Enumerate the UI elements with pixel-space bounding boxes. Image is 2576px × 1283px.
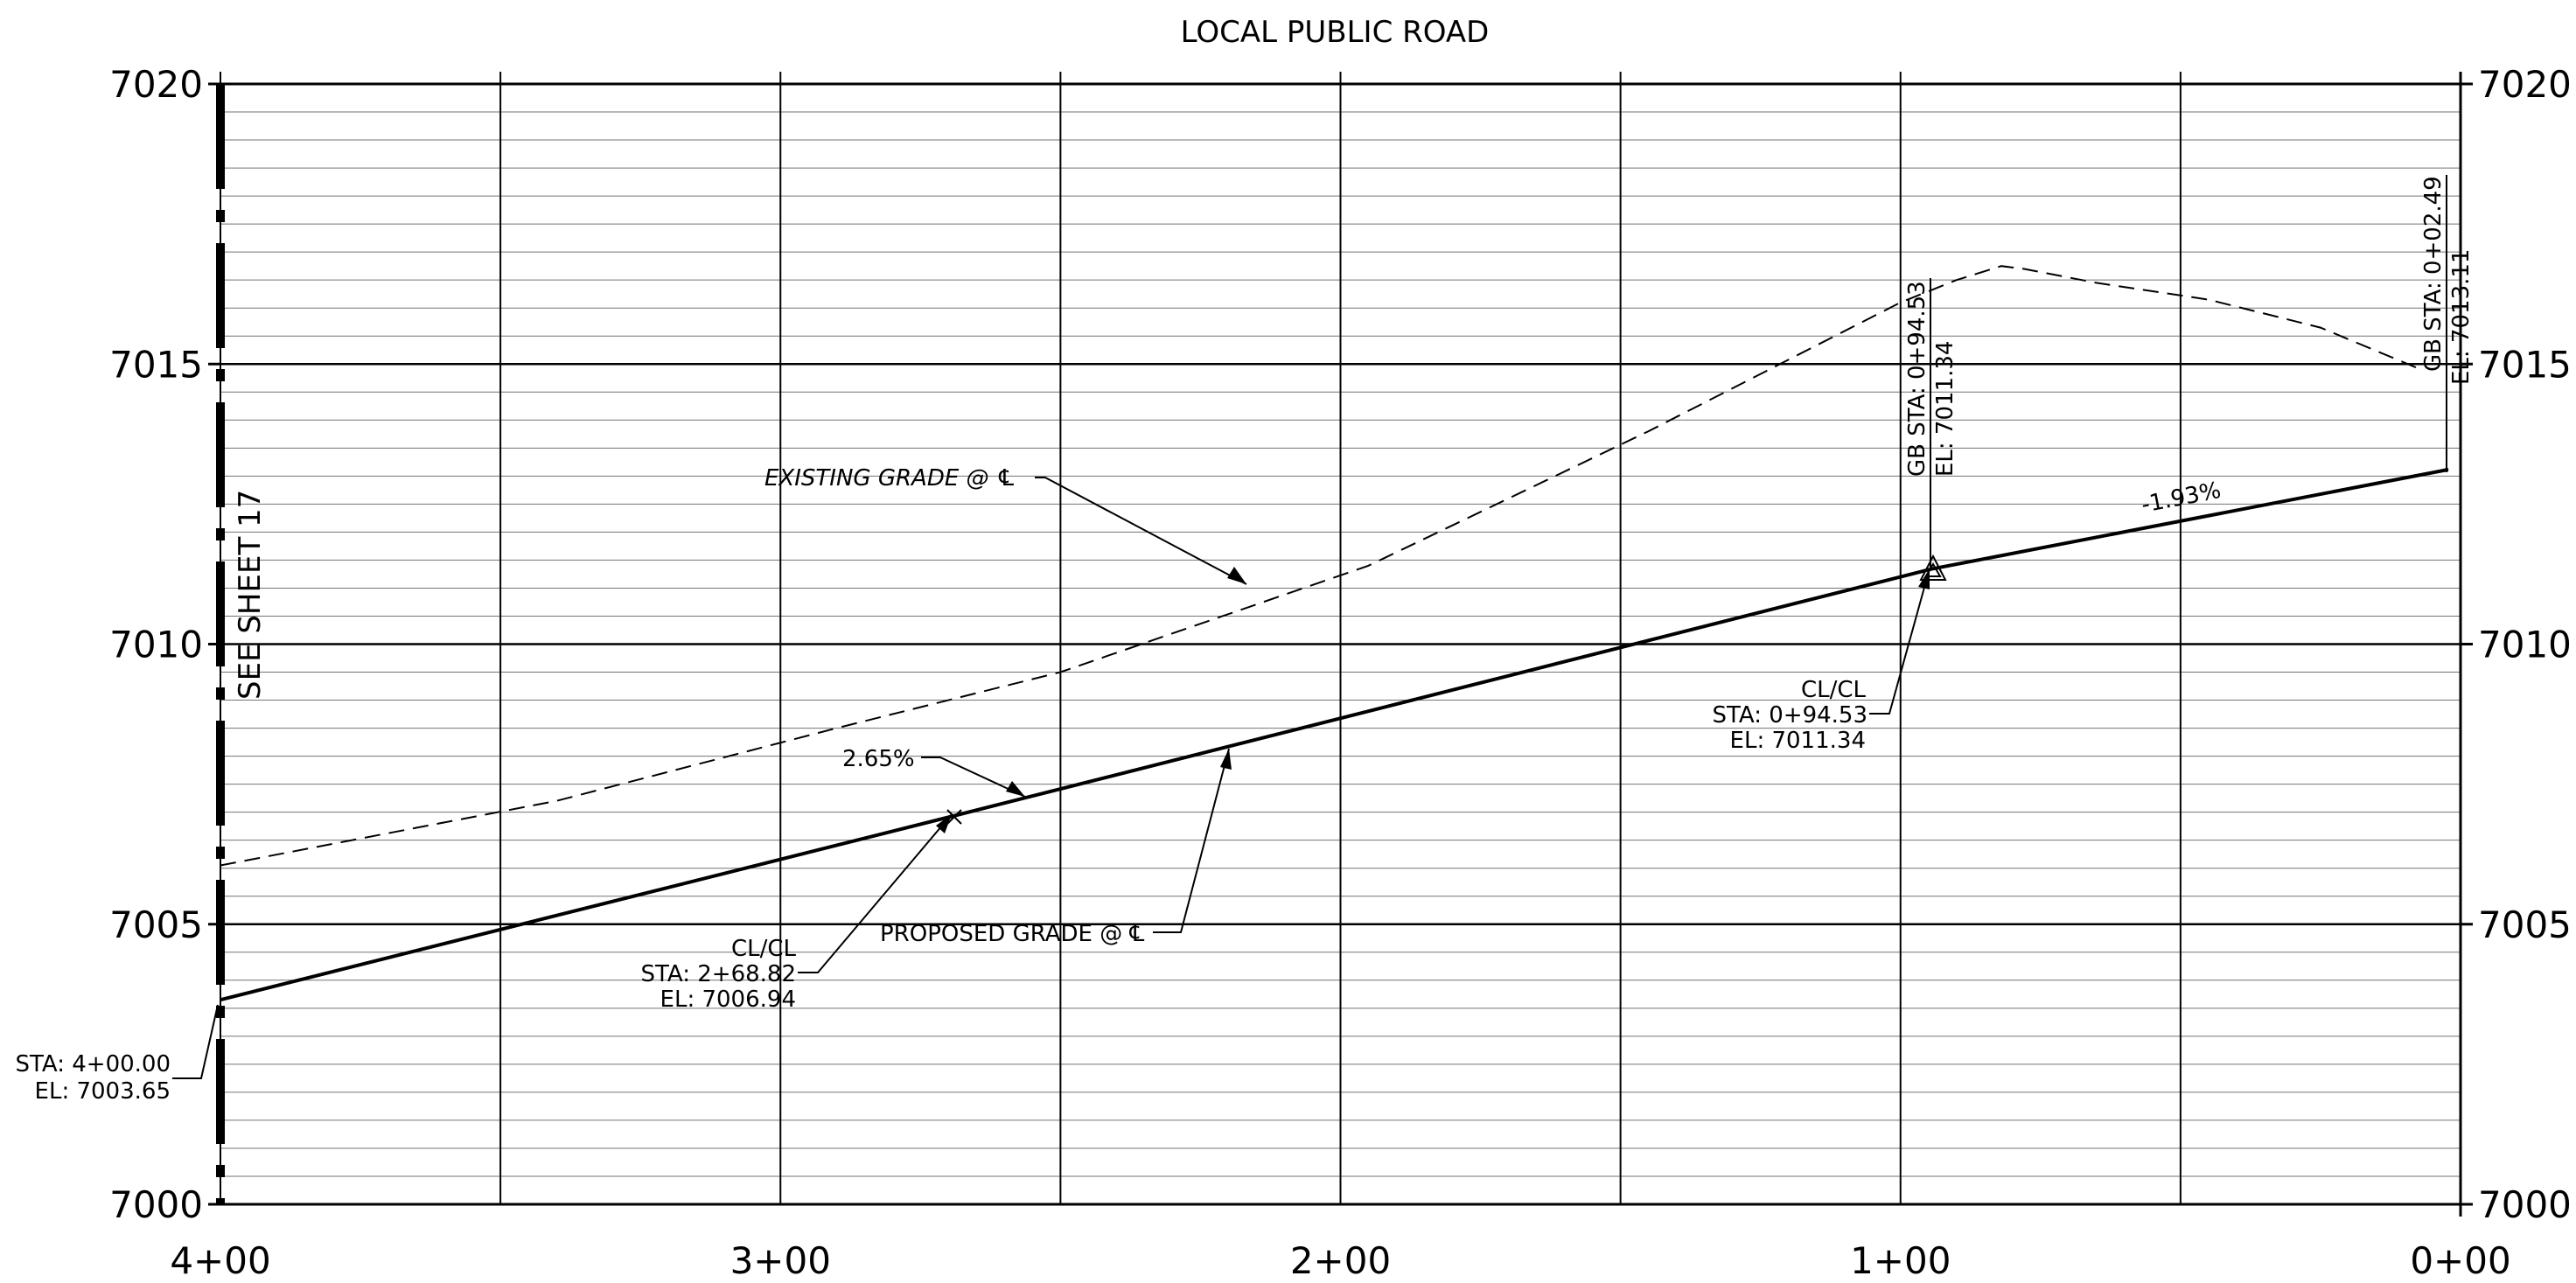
grade-left-leader xyxy=(921,757,1026,798)
y-tick-label-left: 7005 xyxy=(109,903,203,946)
leader-arrowhead xyxy=(1006,781,1025,797)
y-tick-label-right: 7015 xyxy=(2478,343,2572,386)
leader-arrowhead xyxy=(1220,749,1232,770)
gb1-elevation-label: EL: 7011.34 xyxy=(1932,341,1958,477)
start-point-leader xyxy=(172,1004,219,1079)
leader-arrowhead xyxy=(1227,567,1246,584)
gb1-station-label: GB STA: 0+94.53 xyxy=(1904,281,1930,477)
proposed-grade-label: PROPOSED GRADE @ ℄ xyxy=(880,921,1144,947)
pt1-x-marker xyxy=(946,809,962,825)
x-tick-label: 0+00 xyxy=(2410,1239,2510,1282)
x-tick-label: 2+00 xyxy=(1290,1239,1391,1282)
y-tick-label-left: 7020 xyxy=(109,63,203,106)
y-tick-label-left: 7000 xyxy=(109,1183,203,1226)
pt2-type-label: CL/CL xyxy=(1801,677,1867,703)
drawing-title: LOCAL PUBLIC ROAD xyxy=(1181,15,1490,50)
y-tick-label-right: 7020 xyxy=(2478,63,2572,106)
pt2-elevation-label: EL: 7011.34 xyxy=(1730,728,1866,754)
y-tick-label-left: 7015 xyxy=(109,343,203,386)
see-sheet-label: SEE SHEET 17 xyxy=(233,490,268,700)
x-tick-label: 1+00 xyxy=(1850,1239,1951,1282)
proposed-grade-line xyxy=(220,468,2449,1002)
existing-grade-leader xyxy=(1035,477,1247,585)
major-grid xyxy=(220,72,2461,1204)
pt2-leader xyxy=(1869,568,1930,715)
existing-grade-line xyxy=(220,265,2422,867)
y-axis-tick-labels: 7020 7020 7015 7015 7010 7010 7005 7005 7000 7000 xyxy=(109,63,2572,1226)
y-tick-label-right: 7010 xyxy=(2478,624,2572,666)
start-station-label: STA: 4+00.00 xyxy=(16,1051,171,1077)
pt2-station-label: STA: 0+94.53 xyxy=(1713,702,1867,729)
proposed-grade-leader xyxy=(1153,748,1230,933)
y-tick-label-right: 7005 xyxy=(2478,903,2572,946)
pt1-elevation-label: EL: 7006.94 xyxy=(660,987,796,1013)
x-axis-tick-labels: 4+00 3+00 2+00 1+00 0+00 xyxy=(170,1239,2510,1282)
existing-grade-label: EXISTING GRADE @ ℄ xyxy=(764,465,1016,492)
gb2-station-label: GB STA: 0+02.49 xyxy=(2420,176,2447,372)
gb2-elevation-label: EL: 7013.11 xyxy=(2448,249,2475,385)
pt1-leader xyxy=(798,813,953,973)
y-tick-label-left: 7010 xyxy=(109,624,203,666)
x-tick-label: 3+00 xyxy=(730,1239,831,1282)
leader-arrowhead xyxy=(936,814,952,833)
start-elevation-label: EL: 7003.65 xyxy=(35,1078,171,1105)
plot-frame xyxy=(208,72,2473,1217)
pt1-station-label: STA: 2+68.82 xyxy=(641,961,796,987)
y-tick-label-right: 7000 xyxy=(2478,1183,2572,1226)
pt1-type-label: CL/CL xyxy=(731,936,797,962)
x-tick-label: 4+00 xyxy=(170,1239,270,1282)
grade-left-label: 2.65% xyxy=(842,746,915,772)
